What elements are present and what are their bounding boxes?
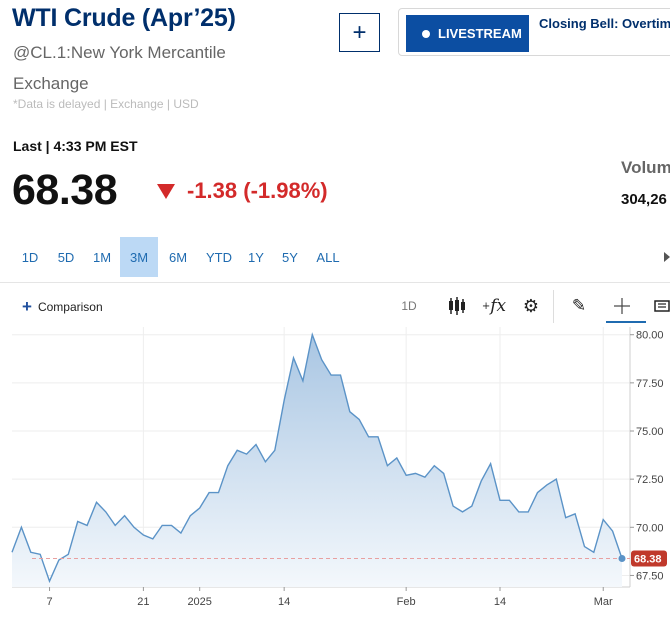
- y-tick-label: 70.00: [636, 522, 664, 534]
- volume-value: 304,26: [621, 191, 667, 208]
- range-5d[interactable]: 5D: [57, 249, 75, 265]
- data-disclaimer: *Data is delayed | Exchange | USD: [13, 97, 199, 111]
- livestream-show-title[interactable]: Closing Bell: Overtime: [539, 16, 670, 31]
- last-price-tag-label: 68.38: [634, 553, 662, 565]
- indicators-fx-icon[interactable]: + fx: [481, 296, 507, 316]
- live-dot-icon: [422, 29, 430, 38]
- price-area-fill: [12, 334, 622, 587]
- scroll-right-icon[interactable]: [664, 252, 670, 262]
- x-tick-label: 14: [278, 596, 290, 608]
- toolbar-divider: [553, 290, 554, 323]
- range-1y[interactable]: 1Y: [248, 249, 264, 265]
- x-tick-label: 21: [137, 596, 149, 608]
- divider: [0, 282, 670, 283]
- down-arrow-icon: [157, 183, 175, 199]
- price-line: [11, 332, 623, 584]
- x-tick-label: 7: [46, 596, 52, 608]
- plus-icon: +: [22, 297, 32, 316]
- pencil-icon[interactable]: ✎: [571, 296, 587, 315]
- last-price-dot: [618, 554, 626, 562]
- comparison-button[interactable]: + Comparison: [22, 298, 103, 315]
- y-tick-label: 77.50: [636, 378, 664, 390]
- range-ytd[interactable]: YTD: [206, 249, 232, 265]
- last-price: 68.38: [12, 166, 118, 214]
- range-all[interactable]: ALL: [316, 249, 340, 265]
- y-tick-label: 67.50: [636, 570, 664, 582]
- x-tick-label: 2025: [187, 596, 211, 608]
- y-tick-label: 72.50: [636, 474, 664, 486]
- last-price-tag: 68.38: [631, 550, 667, 567]
- price-change: -1.38 (-1.98%): [157, 178, 328, 204]
- active-tool-indicator: [606, 321, 646, 323]
- add-to-watchlist-button[interactable]: +: [339, 13, 380, 52]
- livestream-card[interactable]: LIVESTREAM Closing Bell: Overtime: [398, 8, 670, 56]
- range-3m[interactable]: 3M: [120, 237, 158, 277]
- x-tick-label: Mar: [594, 596, 613, 608]
- crosshair-icon[interactable]: [608, 293, 636, 319]
- livestream-button[interactable]: LIVESTREAM: [406, 15, 529, 52]
- price-chart[interactable]: 80.00 77.50 75.00 72.50 70.00 67.50 7 21 2025 14…: [0, 325, 670, 624]
- gear-icon[interactable]: ⚙: [522, 295, 540, 316]
- livestream-button-label: LIVESTREAM: [438, 26, 522, 41]
- x-tick-label: Feb: [397, 596, 416, 608]
- volume-label: Volume: [621, 158, 670, 177]
- last-trade-label: Last | 4:33 PM EST: [13, 138, 138, 154]
- y-tick-label: 75.00: [636, 426, 664, 438]
- range-1d[interactable]: 1D: [21, 249, 39, 265]
- news-icon[interactable]: [654, 293, 670, 319]
- comparison-label: Comparison: [37, 299, 103, 314]
- range-5y[interactable]: 5Y: [282, 249, 298, 265]
- range-6m[interactable]: 6M: [168, 249, 188, 265]
- price-change-value: -1.38 (-1.98%): [187, 178, 328, 203]
- page-title: WTI Crude (Apr’25): [12, 4, 236, 32]
- y-tick-label: 80.00: [636, 330, 664, 342]
- range-1m[interactable]: 1M: [92, 249, 112, 265]
- time-range-selector: 1D 5D 1M 3M 6M YTD 1Y 5Y ALL: [12, 237, 348, 277]
- candlestick-icon[interactable]: [445, 293, 469, 319]
- interval-button[interactable]: 1D: [401, 299, 417, 313]
- x-tick-label: 14: [494, 596, 506, 608]
- exchange-subtitle: @CL.1:New York Mercantile Exchange: [13, 43, 226, 93]
